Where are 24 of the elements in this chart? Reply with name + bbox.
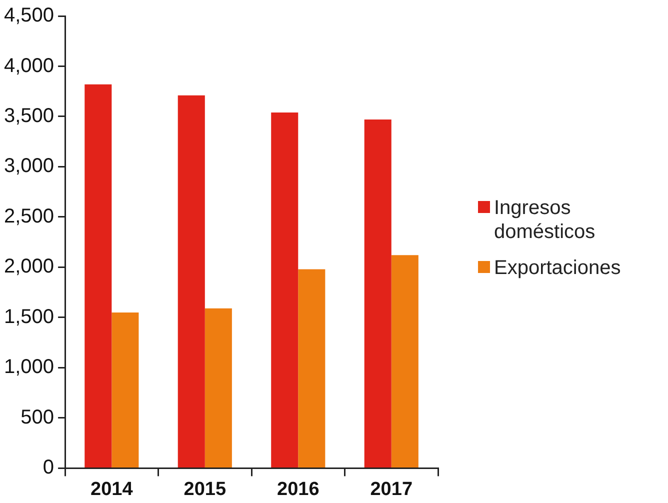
bar [84,84,112,468]
x-tick-label: 2014 [90,478,134,500]
y-tick-label: 3,500 [4,105,54,128]
legend-label: Ingresos domésticos [494,196,596,244]
bar [391,255,418,468]
x-tick-label: 2016 [277,478,320,500]
y-tick-label: 2,000 [4,256,54,278]
bar [271,112,298,468]
y-tick-label: 3,000 [4,155,54,178]
legend-label: Exportaciones [494,256,622,280]
bar [298,269,326,468]
bar [112,312,139,468]
y-tick-label: 4,000 [4,54,54,77]
y-tick-label: 0 [42,456,54,479]
bar [178,95,205,468]
bar [204,308,232,468]
bar [364,120,392,468]
x-tick-label: 2015 [184,478,226,500]
y-tick-label: 2,500 [4,205,54,228]
y-tick-label: 500 [20,406,54,428]
y-tick-label: 1,000 [4,356,54,378]
y-tick-label: 4,500 [4,4,54,27]
x-tick-label: 2017 [370,478,413,500]
y-tick-label: 1,500 [4,306,54,328]
